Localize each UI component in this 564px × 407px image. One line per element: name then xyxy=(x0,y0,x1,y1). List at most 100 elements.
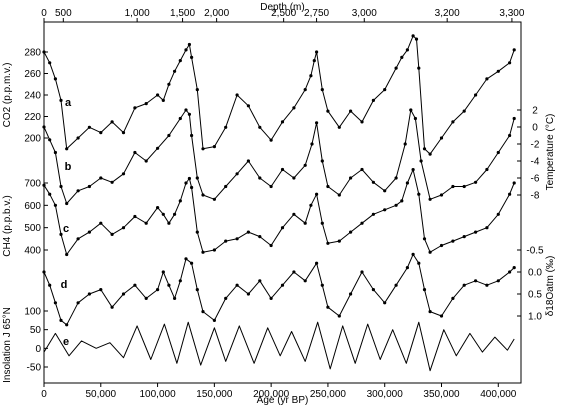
series-point-c xyxy=(269,243,273,248)
series-point-a xyxy=(212,145,216,149)
series-line-b xyxy=(43,109,515,204)
series-point-d xyxy=(87,292,91,296)
series-point-b xyxy=(48,138,52,142)
series-point-a xyxy=(417,66,421,70)
series-point-d xyxy=(422,288,427,292)
right-tick-label: 0.5 xyxy=(528,290,542,301)
series-point-b xyxy=(403,142,407,146)
right-tick-label: -8 xyxy=(531,191,540,202)
series-point-b xyxy=(462,184,466,189)
series-point-d xyxy=(405,266,409,270)
series-point-d xyxy=(326,305,330,309)
top-tick-label: 2,500 xyxy=(271,8,296,19)
series-point-d xyxy=(428,310,432,314)
series-point-d xyxy=(48,283,52,287)
series-point-a xyxy=(156,93,160,97)
series-point-d xyxy=(161,270,165,274)
series-point-c xyxy=(224,239,228,243)
series-point-d xyxy=(320,283,324,287)
series-label-a: a xyxy=(65,97,72,109)
series-point-a xyxy=(178,59,182,63)
top-tick-label: 3,200 xyxy=(435,8,460,19)
series-point-b xyxy=(258,176,262,180)
series-point-d xyxy=(462,283,466,287)
left-axis-label: CO2 (p.p.m.v.) xyxy=(2,63,13,128)
series-point-d xyxy=(173,296,177,300)
series-point-a xyxy=(428,152,432,156)
series-point-b xyxy=(195,176,199,180)
series-point-b xyxy=(303,163,307,167)
series-point-a xyxy=(349,109,353,113)
series-point-a xyxy=(65,147,69,151)
series-point-b xyxy=(76,189,80,193)
series-point-a xyxy=(451,120,455,124)
series-point-a xyxy=(512,48,516,52)
series-point-a xyxy=(508,61,512,65)
left-tick-label: 240 xyxy=(24,91,41,102)
right-tick-label: 1.0 xyxy=(528,312,542,323)
series-line-a xyxy=(43,35,515,155)
series-point-d xyxy=(439,314,444,318)
series-point-b xyxy=(320,159,324,163)
series-point-b xyxy=(59,184,63,189)
series-point-d xyxy=(371,288,375,292)
x-tick-label: 300,000 xyxy=(367,389,404,400)
series-point-c xyxy=(417,192,421,196)
plot-border xyxy=(43,21,522,384)
series-point-b xyxy=(201,193,205,197)
series-point-c xyxy=(326,241,330,245)
series-point-a xyxy=(292,106,296,110)
series-point-a xyxy=(337,125,341,129)
series-point-b xyxy=(156,146,160,150)
series-point-c xyxy=(303,221,307,225)
series-point-b xyxy=(337,193,341,197)
series-point-a xyxy=(400,55,404,60)
series-point-d xyxy=(383,301,387,305)
series-point-c xyxy=(292,212,296,216)
right-axis-label: δ18Oatm (‰) xyxy=(545,256,556,317)
series-line-c xyxy=(43,169,515,255)
series-point-d xyxy=(337,314,341,318)
series-point-c xyxy=(161,212,165,216)
right-tick-label: -6 xyxy=(531,174,540,185)
series-point-d xyxy=(190,261,194,265)
right-tick-label: -0.5 xyxy=(526,246,544,257)
series-point-d xyxy=(224,296,228,300)
series-point-b xyxy=(42,125,46,129)
series-point-a xyxy=(312,59,316,63)
series-point-c xyxy=(360,221,364,225)
x-tick-label: 250,000 xyxy=(310,389,347,400)
series-point-d xyxy=(59,318,63,322)
series-point-a xyxy=(315,50,319,54)
series-point-d xyxy=(133,283,137,287)
left-tick-label: 50 xyxy=(30,325,42,336)
series-point-c xyxy=(400,199,404,203)
series-point-c xyxy=(280,226,285,230)
series-point-d xyxy=(110,305,114,309)
series-point-c xyxy=(512,181,516,185)
series-point-c xyxy=(133,214,137,219)
series-point-b xyxy=(413,116,417,121)
series-point-d xyxy=(269,296,273,300)
series-point-a xyxy=(414,37,419,41)
series-point-c xyxy=(110,232,114,236)
series-point-c xyxy=(428,250,432,254)
top-axis: 0 500 1,000 1,500 2,000 2,500 2,750 3,000 3,200 3… xyxy=(41,2,525,22)
series-point-a xyxy=(235,93,239,97)
series-point-b xyxy=(280,167,285,172)
right-tick-label: -4 xyxy=(531,157,540,168)
series-point-b xyxy=(419,159,423,163)
series-point-b xyxy=(439,193,444,197)
right-axes: 2 0 -2 -4 -6 -8 Temperature (°C) -0.5 0.0 0.5 1.0δ… xyxy=(517,106,556,323)
series-point-a xyxy=(303,88,307,92)
series-point-d xyxy=(195,288,199,292)
series-point-a xyxy=(320,88,324,92)
bottom-axis: 0 50,000 100,000 150,000 200,000 250,000 300,0… xyxy=(41,383,517,406)
series-point-a xyxy=(394,66,398,70)
left-tick-label: 280 xyxy=(24,48,41,59)
series-point-a xyxy=(269,138,273,142)
series-point-c xyxy=(394,203,398,207)
series-point-d xyxy=(417,261,421,265)
series-point-b xyxy=(269,184,273,189)
series-point-c xyxy=(496,212,500,216)
